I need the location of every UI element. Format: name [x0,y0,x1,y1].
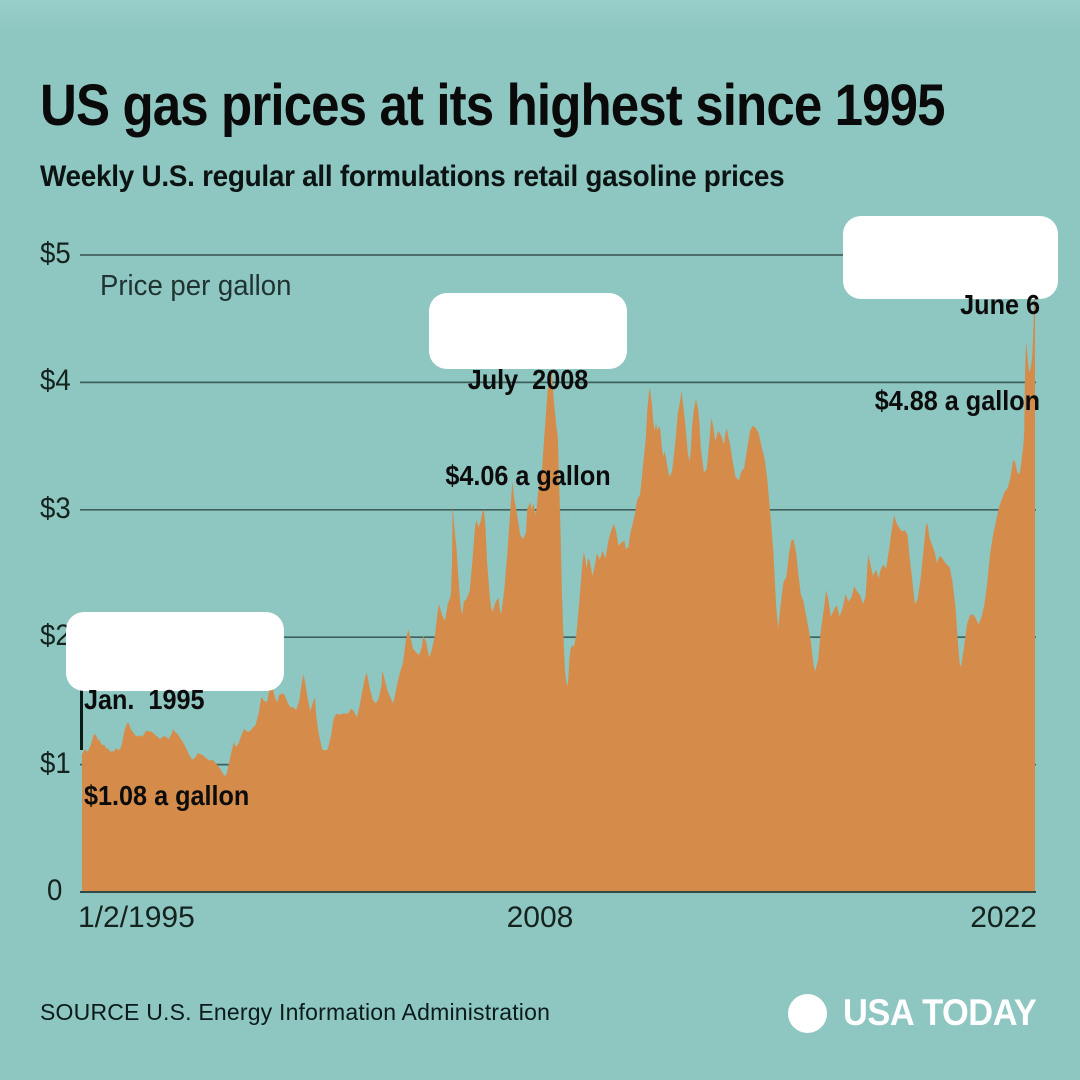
usa-today-circle-icon [788,993,827,1033]
annotation-june-2022-date: June 6 [960,289,1040,320]
usa-today-wordmark: USA TODAY [843,992,1037,1033]
annotation-june-2022-price: $4.88 a gallon [874,385,1040,416]
y-tick-label: $2 [40,619,71,653]
x-tick-2022: 2022 [970,901,1037,934]
annotation-jan-1995-price: $1.08 a gallon [84,780,250,811]
x-tick-1995: 1/2/1995 [78,901,195,934]
page-subtitle: Weekly U.S. regular all formulations ret… [40,160,785,193]
annotation-july-2008-price: $4.06 a gallon [445,460,611,491]
y-tick-label: 0 [47,874,63,907]
price-area-series [82,270,1035,892]
annotation-july-2008-date: July 2008 [467,364,589,395]
y-tick-label: $4 [40,364,71,398]
annotation-jan-1995-date: Jan. 1995 [84,684,205,715]
usa-today-logo: USA TODAY [788,992,1051,1034]
y-tick-label: $1 [40,746,71,780]
annotation-june-2022: June 6 $4.88 a gallon [843,216,1058,416]
source-attribution: SOURCE U.S. Energy Information Administr… [40,999,551,1025]
y-tick-label: $3 [40,491,71,525]
annotation-connector-line [80,684,83,750]
annotation-jan-1995: Jan. 1995 $1.08 a gallon [66,612,284,811]
x-tick-2008: 2008 [506,901,574,934]
page-title: US gas prices at its highest since 1995 [40,73,946,138]
y-tick-label: $5 [40,237,71,270]
y-axis-title: Price per gallon [100,270,292,302]
annotation-july-2008: July 2008 $4.06 a gallon [429,293,627,491]
